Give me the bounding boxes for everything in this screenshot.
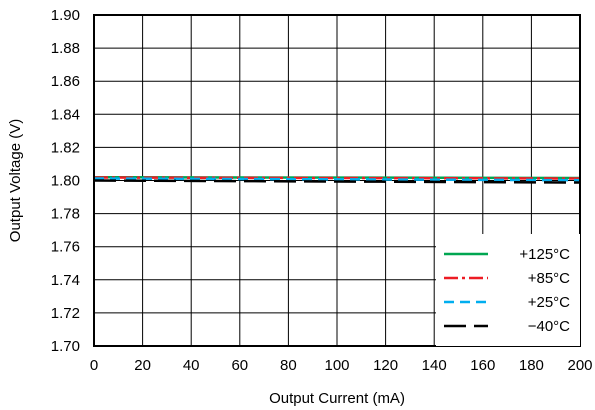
y-tick-label: 1.80 [51, 173, 80, 190]
x-tick-label: 200 [567, 357, 592, 374]
legend-label-3: −40°C [528, 318, 570, 335]
y-tick-label: 1.74 [51, 272, 80, 289]
y-axis-label: Output Voltage (V) [7, 119, 24, 242]
y-tick-label: 1.88 [51, 40, 80, 57]
y-tick-label: 1.72 [51, 305, 80, 322]
y-tick-label: 1.90 [51, 7, 80, 24]
legend-label-0: +125°C [519, 246, 570, 263]
y-tick-label: 1.86 [51, 73, 80, 90]
series-lines [93, 175, 581, 184]
y-tick-label: 1.78 [51, 206, 80, 223]
series-line-3 [93, 179, 581, 184]
x-tick-label: 140 [422, 357, 447, 374]
y-tick-label: 1.70 [51, 338, 80, 355]
x-tick-label: 60 [231, 357, 248, 374]
x-tick-label: 0 [90, 357, 98, 374]
x-tick-label: 80 [280, 357, 297, 374]
x-tick-label: 40 [183, 357, 200, 374]
x-tick-label: 100 [324, 357, 349, 374]
x-tick-labels: 0 20 40 60 80 100 120 140 160 180 200 [90, 357, 593, 374]
x-tick-label: 180 [519, 357, 544, 374]
x-tick-label: 20 [134, 357, 151, 374]
y-tick-label: 1.84 [51, 106, 80, 123]
x-axis-label: Output Current (mA) [269, 390, 405, 407]
legend-label-2: +25°C [528, 294, 570, 311]
y-tick-label: 1.76 [51, 239, 80, 256]
x-tick-label: 120 [373, 357, 398, 374]
plot-frame [93, 14, 581, 347]
y-tick-label: 1.82 [51, 139, 80, 156]
x-tick-label: 160 [470, 357, 495, 374]
series-line-2 [93, 177, 581, 182]
legend-background [436, 234, 580, 346]
legend: +125°C +85°C +25°C −40°C [436, 234, 580, 346]
legend-label-1: +85°C [528, 270, 570, 287]
y-tick-labels: 1.90 1.88 1.86 1.84 1.82 1.80 1.78 1.76 1.74 1.72… [51, 7, 80, 355]
